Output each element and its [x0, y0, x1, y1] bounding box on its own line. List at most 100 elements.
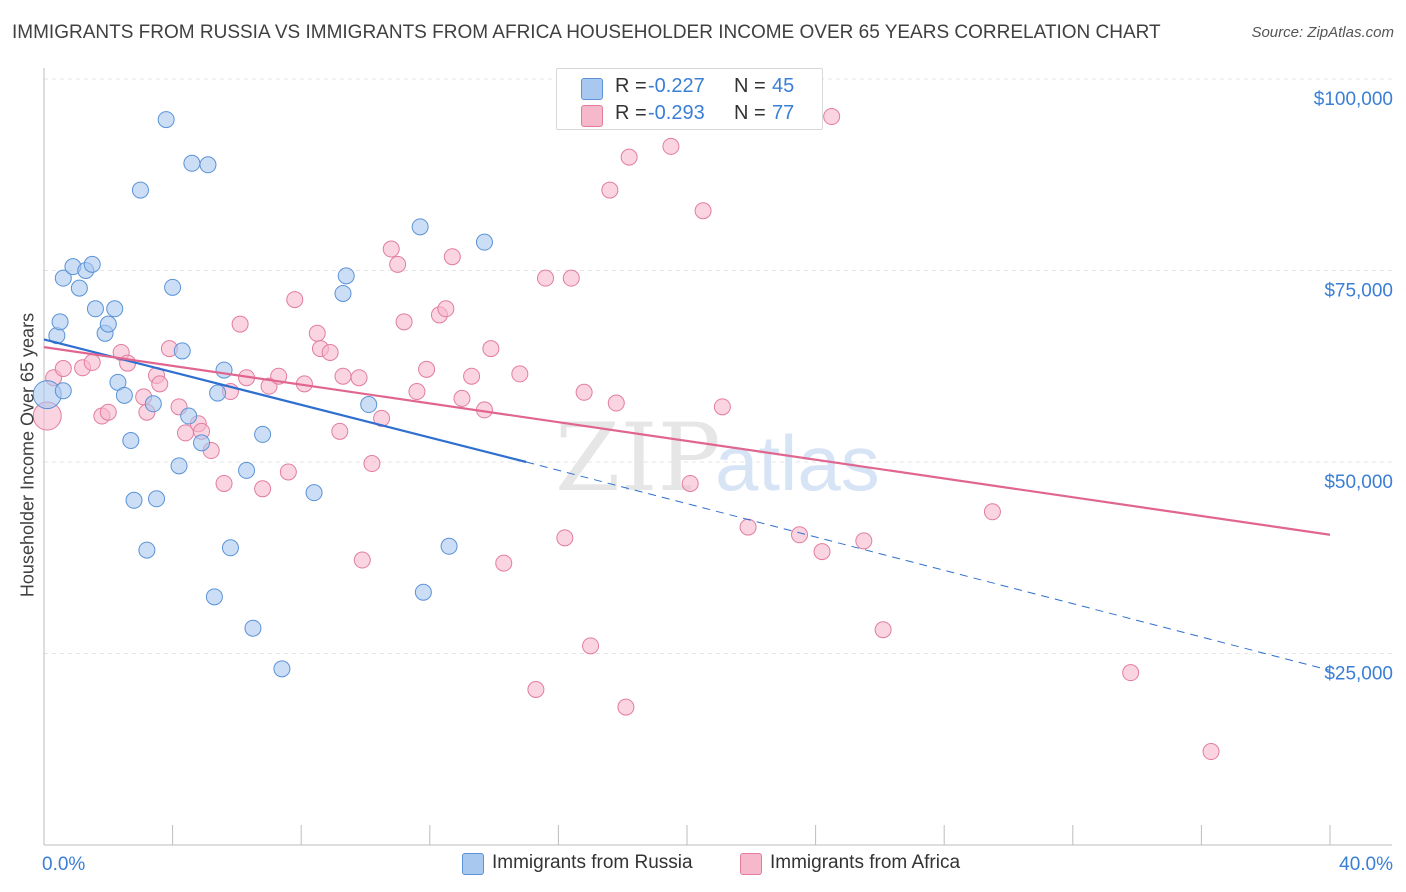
legend-r-value: -0.293: [648, 102, 705, 124]
data-point: [482, 340, 500, 358]
y-tick-label: $50,000: [1324, 472, 1393, 493]
data-point: [620, 148, 638, 166]
data-point: [395, 313, 413, 331]
data-point: [86, 300, 104, 318]
data-point: [334, 367, 352, 385]
data-point: [983, 503, 1001, 521]
data-point: [273, 660, 291, 678]
data-point: [360, 396, 378, 414]
data-point: [254, 425, 272, 443]
data-point: [180, 407, 198, 425]
data-point: [138, 541, 156, 559]
data-point: [115, 386, 133, 404]
data-point: [575, 383, 593, 401]
data-point: [209, 384, 227, 402]
data-point: [51, 313, 69, 331]
data-point: [131, 181, 149, 199]
data-point: [54, 360, 72, 378]
gridlines: [44, 78, 1392, 654]
trend-lines: [43, 338, 1331, 671]
data-point: [157, 111, 175, 129]
data-point: [215, 361, 233, 379]
data-point: [215, 474, 233, 492]
data-point: [144, 395, 162, 413]
bottom-legend-label-africa: Immigrants from Africa: [770, 852, 961, 873]
data-point: [562, 269, 580, 287]
data-point: [443, 248, 461, 266]
data-point: [125, 491, 143, 509]
data-point: [601, 181, 619, 199]
data-point: [389, 255, 407, 273]
legend-r-label: R =: [615, 102, 647, 124]
y-tick-label: $75,000: [1324, 281, 1393, 302]
data-point: [193, 434, 211, 452]
data-point: [334, 284, 352, 302]
trend-line-africa: [43, 346, 1331, 536]
data-point: [437, 300, 455, 318]
bottom-legend-swatch-africa: [740, 853, 762, 875]
x-tick-label: 40.0%: [1339, 854, 1393, 875]
data-point: [582, 637, 600, 655]
data-point: [279, 463, 297, 481]
y-tick-label: $100,000: [1314, 89, 1393, 110]
data-point: [54, 269, 72, 287]
trend-line-russia-extension: [526, 461, 1331, 671]
data-point: [739, 518, 757, 536]
y-tick-label: $25,000: [1324, 664, 1393, 685]
data-point: [408, 383, 426, 401]
bottom-legend-label-russia: Immigrants from Russia: [492, 852, 693, 873]
data-point: [1202, 743, 1220, 761]
data-point: [463, 367, 481, 385]
data-point: [173, 342, 191, 360]
chart-title: IMMIGRANTS FROM RUSSIA VS IMMIGRANTS FRO…: [12, 22, 1161, 43]
data-point: [331, 422, 349, 440]
y-axis-label: Householder Income Over 65 years: [17, 312, 38, 598]
data-point: [151, 375, 169, 393]
data-point: [713, 398, 731, 416]
data-point: [83, 353, 101, 371]
legend-swatch-russia: [581, 78, 603, 100]
data-point: [106, 300, 124, 318]
data-point: [855, 532, 873, 550]
data-point: [308, 324, 326, 342]
data-point: [353, 551, 371, 569]
data-point: [475, 233, 493, 251]
watermark-zip: ZIP: [555, 404, 721, 513]
data-point: [527, 681, 545, 699]
data-point: [363, 455, 381, 473]
legend-r-label: R =: [615, 75, 647, 97]
data-point: [83, 255, 101, 273]
data-point: [874, 621, 892, 639]
data-point: [537, 269, 555, 287]
data-point: [244, 619, 262, 637]
x-tick-label: 0.0%: [42, 854, 85, 875]
data-point: [170, 457, 188, 475]
tick-labels: $25,000 $50,000 $75,000 $100,000 0.0% 40.0%: [42, 89, 1393, 875]
data-point: [231, 315, 249, 333]
data-point: [99, 315, 117, 333]
data-point: [205, 588, 223, 606]
data-point: [453, 389, 471, 407]
data-point: [1122, 664, 1140, 682]
legend-r-value: -0.227: [648, 75, 705, 97]
data-point: [221, 539, 239, 557]
axes: [43, 68, 1392, 846]
data-point: [681, 474, 699, 492]
data-point: [791, 526, 809, 544]
correlation-legend: R = -0.227 N = 45 R = -0.293 N = 77: [556, 68, 823, 130]
data-point: [54, 382, 72, 400]
legend-swatch-africa: [581, 105, 603, 127]
data-point: [183, 154, 201, 172]
data-point: [607, 394, 625, 412]
data-point: [70, 279, 88, 297]
data-point: [411, 218, 429, 236]
legend-n-label: N =: [734, 75, 766, 97]
data-point: [122, 432, 140, 450]
data-point: [148, 490, 166, 508]
source-label: Source: ZipAtlas.com: [1251, 24, 1394, 41]
data-point: [238, 461, 256, 479]
data-point: [337, 267, 355, 285]
watermark-atlas: atlas: [715, 419, 880, 507]
data-point: [350, 369, 368, 387]
